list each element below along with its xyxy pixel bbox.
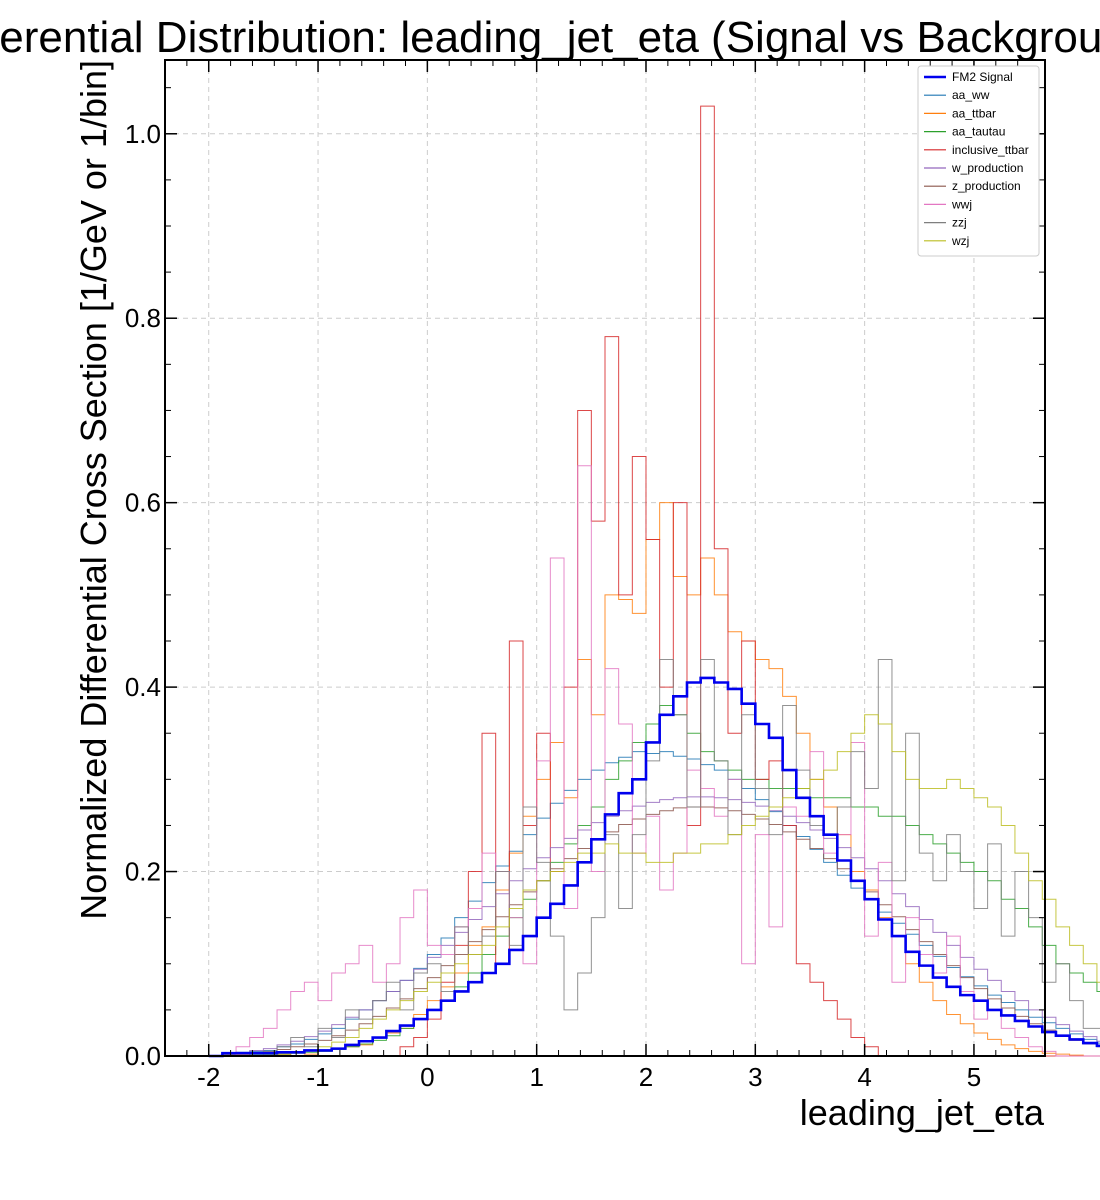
x-tick-label: 1 [529,1062,543,1092]
legend-label-wwj: wwj [951,197,972,211]
legend-label-inclusive-ttbar: inclusive_ttbar [952,143,1029,157]
series-aa-ww [208,751,1100,1057]
series-group [208,105,1100,1058]
x-tick-label: -1 [306,1062,329,1092]
legend-label-aa-tautau: aa_tautau [952,125,1005,139]
series-z-production [208,806,1100,1057]
series-fm2-signal [208,676,1100,1058]
legend-label-aa-ww: aa_ww [952,88,990,102]
x-tick-label: 2 [639,1062,653,1092]
x-tick-label: 0 [420,1062,434,1092]
series-w-production [208,796,1100,1057]
series-aa-tautau [208,705,1100,1057]
legend-label-aa-ttbar: aa_ttbar [952,106,996,120]
legend-label-wzj: wzj [951,234,969,248]
chart-title: Differential Distribution: leading_jet_e… [0,13,1100,62]
series-wwj [208,465,1100,1057]
y-tick-label: 1.0 [125,119,161,149]
y-tick-label: 0.0 [125,1041,161,1071]
legend: FM2 Signal aa_ww aa_ttbar aa_tautau inclusiv… [917,65,1040,257]
legend-box [917,65,1040,257]
y-axis-title: Normalized Differential Cross Section [1… [73,60,114,920]
y-tick-label: 0.4 [125,672,161,702]
series-wzj [208,714,1100,1057]
y-tick-label: 0.8 [125,303,161,333]
x-axis-title: leading_jet_eta [800,1092,1045,1133]
y-tick-label: 0.6 [125,488,161,518]
x-tick-label: 5 [967,1062,981,1092]
y-tick-label: 0.2 [125,857,161,887]
series-zzj [208,658,1100,1057]
legend-label-zzj: zzj [952,216,967,230]
plot-frame [164,59,1046,1057]
tick-labels: -2 -1 0 1 2 3 4 5 0.0 0.2 0.4 0.6 0.8 1.0 [125,119,981,1092]
legend-label-w-production: w_production [951,161,1023,175]
x-tick-label: -2 [197,1062,220,1092]
x-tick-label: 4 [857,1062,871,1092]
legend-label-z-production: z_production [952,179,1021,193]
x-tick-label: 3 [748,1062,762,1092]
legend-label-fm2-signal: FM2 Signal [952,70,1013,84]
